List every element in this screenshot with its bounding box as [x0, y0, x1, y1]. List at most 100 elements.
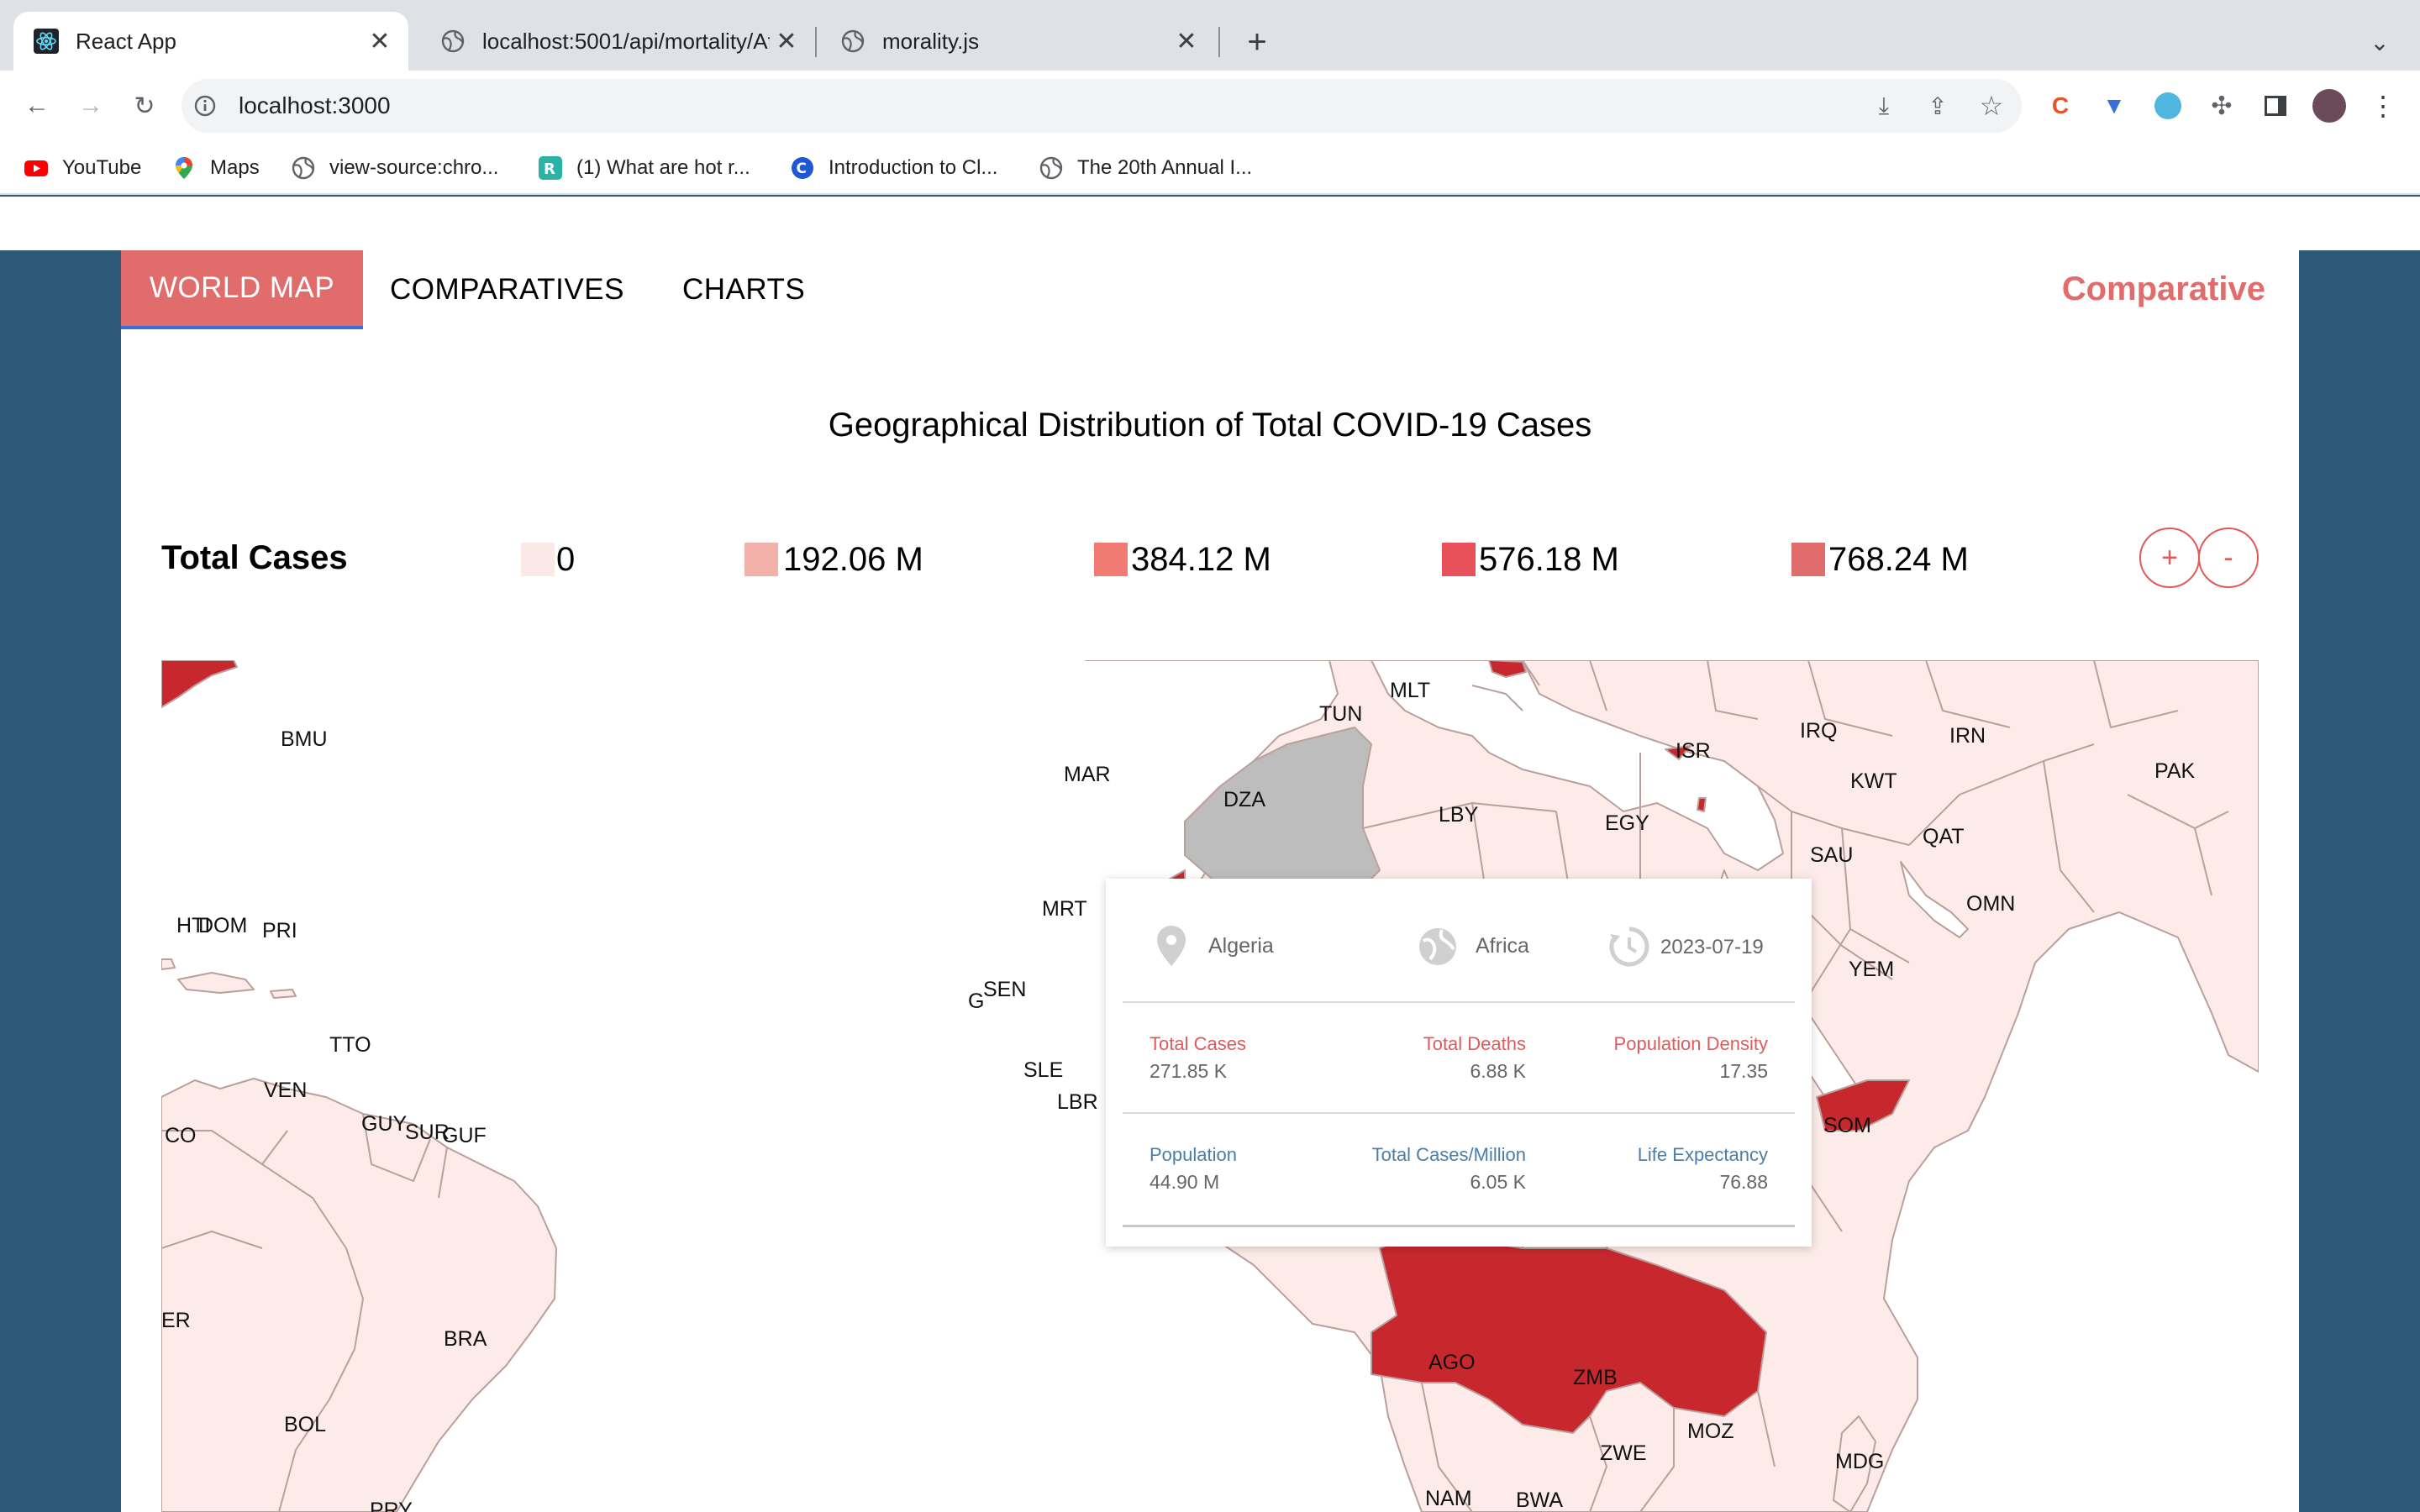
share-icon[interactable]: ⇪: [1928, 92, 1948, 119]
stat-label: Total Cases: [1150, 1033, 1246, 1054]
legend-title: Total Cases: [161, 539, 348, 576]
country-label: CO: [165, 1124, 197, 1147]
stat-value: 6.88 K: [1470, 1060, 1527, 1082]
comparative-link[interactable]: Comparative: [2061, 270, 2265, 307]
install-icon[interactable]: ⤓: [1878, 92, 1890, 118]
info-icon[interactable]: [193, 94, 217, 118]
world-map[interactable]: BMU HTI DOM PRI TTO VEN GUY SUR GUF CO E…: [161, 660, 2259, 1512]
country-label: BRA: [444, 1327, 487, 1351]
new-tab-plus-icon[interactable]: +: [1247, 23, 1267, 60]
stat-label: Population: [1150, 1144, 1237, 1165]
bookmark-label: (1) What are hot r...: [576, 156, 750, 179]
country-label: ISR: [1676, 739, 1711, 763]
divider: [1123, 1001, 1795, 1003]
close-icon[interactable]: ✕: [1176, 27, 1197, 55]
map-region-red-europe[interactable]: [1488, 660, 1527, 678]
close-icon[interactable]: ✕: [369, 27, 391, 55]
country-label: VEN: [264, 1079, 308, 1102]
address-bar[interactable]: localhost:3000 ⤓ ⇪ ☆: [182, 79, 2022, 133]
back-arrow-icon[interactable]: ←: [24, 92, 50, 119]
country-label: ER: [161, 1309, 191, 1332]
tab-world-map[interactable]: WORLD MAP: [121, 250, 363, 329]
country-label: MOZ: [1687, 1420, 1734, 1443]
country-label: ZWE: [1600, 1441, 1647, 1465]
map-sea-gulf: [1900, 861, 1969, 938]
map-region[interactable]: [161, 958, 176, 970]
country-label: QAT: [1923, 825, 1965, 848]
extension-cap-icon[interactable]: ▼: [2102, 92, 2126, 118]
bookmark-annual[interactable]: The 20th Annual I...: [1039, 151, 1252, 185]
map-borders: [161, 1113, 448, 1512]
stat-value: 6.05 K: [1470, 1171, 1527, 1193]
page-title: Geographical Distribution of Total COVID…: [828, 407, 1592, 444]
url-text[interactable]: localhost:3000: [239, 92, 391, 118]
bookmark-star-icon[interactable]: ☆: [1979, 91, 2004, 121]
tab-morality-js[interactable]: morality.js ✕: [820, 12, 1215, 71]
map-region-red-small[interactable]: [1697, 797, 1707, 812]
country-label: TTO: [329, 1033, 371, 1057]
bookmark-label: Introduction to Cl...: [829, 156, 998, 179]
forward-arrow-icon[interactable]: →: [78, 92, 103, 119]
tab-search-chevron-icon[interactable]: ⌄: [2370, 29, 2390, 55]
close-icon[interactable]: ✕: [776, 27, 797, 55]
globe-icon: [441, 29, 465, 53]
menu-kebab-icon[interactable]: ⋮: [2370, 91, 2396, 121]
map-region-madagascar[interactable]: [1833, 1415, 1876, 1512]
stat-label: Life Expectancy: [1637, 1144, 1768, 1165]
maps-pin-icon: [176, 157, 192, 179]
extensions-puzzle-icon[interactable]: ✣: [2211, 92, 2233, 120]
profile-avatar[interactable]: [2311, 87, 2348, 124]
map-region[interactable]: [177, 972, 255, 994]
map-region[interactable]: [270, 989, 297, 999]
country-label: LBR: [1057, 1090, 1098, 1114]
legend-swatch: [1094, 543, 1128, 576]
bookmark-view-source[interactable]: view-source:chro...: [291, 151, 498, 185]
bookmark-reddit[interactable]: R (1) What are hot r...: [538, 151, 750, 185]
country-label: MDG: [1835, 1450, 1885, 1473]
country-label: IRQ: [1800, 719, 1838, 743]
bookmark-intro[interactable]: C Introduction to Cl...: [790, 151, 997, 185]
extension-c-icon[interactable]: C: [2051, 92, 2070, 118]
reload-icon[interactable]: ↻: [134, 92, 155, 120]
country-label: MRT: [1042, 897, 1087, 921]
zoom-in-button[interactable]: +: [2139, 528, 2200, 588]
bookmark-maps[interactable]: Maps: [171, 151, 260, 185]
tab-api-mortality[interactable]: localhost:5001/api/mortality/Af ✕: [420, 12, 815, 71]
country-label: SAU: [1810, 843, 1854, 867]
map-region-central-africa-red[interactable]: [1370, 1231, 1767, 1434]
r-logo-icon: R: [539, 156, 562, 180]
tab-react-app[interactable]: React App ✕: [13, 12, 408, 71]
location-pin-icon: [1157, 926, 1186, 966]
side-panel-icon[interactable]: [2257, 87, 2294, 124]
tab-charts[interactable]: CHARTS: [682, 250, 805, 329]
tab-comparatives[interactable]: COMPARATIVES: [390, 250, 624, 329]
youtube-icon: [24, 160, 48, 176]
map-region-red-north-america[interactable]: [161, 660, 238, 708]
country-label: GUY: [361, 1112, 408, 1136]
tab-title: React App: [76, 28, 176, 54]
country-label: BWA: [1516, 1488, 1564, 1512]
stat-label: Total Deaths: [1423, 1033, 1526, 1054]
zoom-out-button[interactable]: -: [2198, 528, 2259, 588]
stat-value: 271.85 K: [1150, 1060, 1228, 1082]
map-region-south-america[interactable]: [161, 1078, 557, 1512]
country-label: PRY: [370, 1499, 413, 1512]
country-label: BMU: [281, 727, 328, 751]
bookmark-label: Maps: [210, 156, 260, 179]
country-label: SEN: [983, 978, 1027, 1001]
map-region-somalia[interactable]: [1816, 1079, 1910, 1131]
bookmark-youtube[interactable]: YouTube: [24, 151, 141, 185]
map-region-israel[interactable]: [1665, 745, 1691, 760]
country-label: OMN: [1966, 892, 2016, 916]
legend-value: 0: [556, 541, 576, 578]
extension-chat-icon[interactable]: [2149, 87, 2186, 124]
country-label: SOM: [1823, 1114, 1871, 1137]
tab-separator: [815, 27, 817, 57]
c-logo-icon: C: [792, 157, 813, 179]
legend-swatch: [744, 543, 778, 576]
country-label: PAK: [2154, 759, 2196, 783]
legend-swatch: [1791, 543, 1825, 576]
globe-icon: [1039, 156, 1063, 180]
tab-title: morality.js: [882, 28, 980, 54]
bookmark-label: The 20th Annual I...: [1077, 156, 1253, 179]
